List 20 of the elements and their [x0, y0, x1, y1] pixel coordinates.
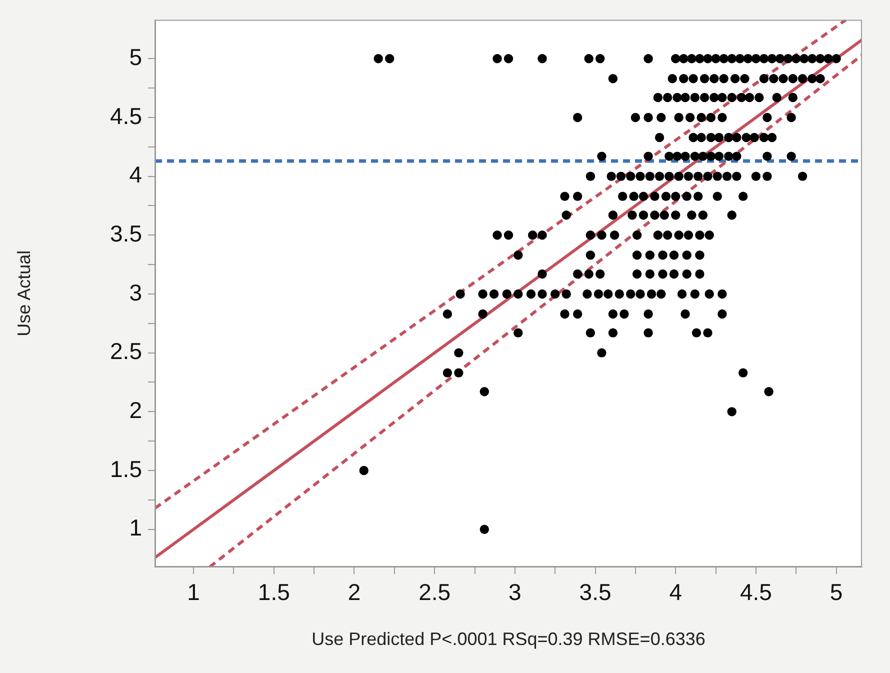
y-tick-label: 4 [129, 162, 142, 188]
y-tick-label: 3 [129, 279, 142, 306]
y-tick-label: 1 [129, 514, 142, 541]
x-tick-label: 3.5 [579, 579, 612, 606]
x-axis-title: Use Predicted P<.0001 RSq=0.39 RMSE=0.6336 [312, 629, 706, 650]
x-tick-label: 1.5 [258, 579, 290, 606]
y-tick-label: 2 [129, 397, 142, 424]
x-tick-label: 4.5 [740, 579, 772, 606]
x-tick-label: 2 [348, 579, 361, 606]
y-tick-label: 2.5 [110, 338, 142, 364]
y-tick-label: 3.5 [110, 220, 142, 246]
x-tick-label: 1 [187, 579, 200, 606]
y-axis-title: Use Actual [14, 250, 34, 336]
x-tick-label: 5 [830, 579, 843, 606]
x-tick-label: 3 [508, 579, 522, 606]
y-tick-label: 5 [129, 44, 142, 70]
x-tick-label: 2.5 [418, 579, 451, 606]
x-tick-label: 4 [669, 579, 682, 606]
y-tick-label: 4.5 [110, 102, 142, 129]
y-tick-label: 1.5 [110, 456, 142, 482]
